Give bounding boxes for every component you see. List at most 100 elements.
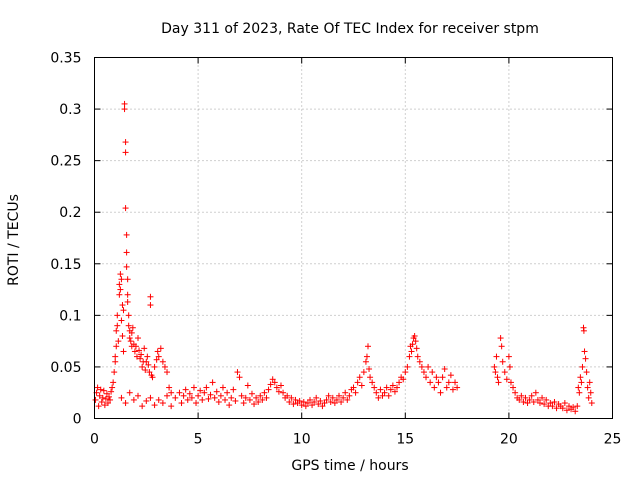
data-point xyxy=(563,407,570,414)
data-point xyxy=(130,396,137,403)
data-point xyxy=(267,381,274,388)
data-point xyxy=(109,384,116,391)
data-point xyxy=(182,386,189,393)
data-point xyxy=(409,341,416,348)
data-point xyxy=(286,398,293,405)
data-point xyxy=(350,384,357,391)
data-point xyxy=(280,389,287,396)
data-point xyxy=(151,402,158,409)
data-point xyxy=(366,365,373,372)
data-point xyxy=(269,376,276,383)
data-point xyxy=(116,291,123,298)
data-point xyxy=(259,396,266,403)
y-tick-label: 0.15 xyxy=(50,257,81,273)
data-point xyxy=(495,379,502,386)
data-point xyxy=(362,358,369,365)
data-point xyxy=(240,400,247,407)
data-point xyxy=(103,390,110,397)
data-point xyxy=(133,353,140,360)
data-point xyxy=(184,396,191,403)
data-point xyxy=(536,400,543,407)
data-point xyxy=(507,379,514,386)
data-point xyxy=(530,398,537,405)
data-point xyxy=(572,408,579,415)
data-point xyxy=(524,400,531,407)
data-point xyxy=(141,345,148,352)
data-point xyxy=(585,394,592,401)
data-point xyxy=(528,392,535,399)
data-point xyxy=(292,396,299,403)
data-point xyxy=(137,355,144,362)
data-point xyxy=(429,369,436,376)
data-point xyxy=(224,389,231,396)
data-point xyxy=(449,386,456,393)
data-point xyxy=(583,369,590,376)
data-point xyxy=(420,369,427,376)
data-point xyxy=(190,384,197,391)
data-point xyxy=(587,389,594,396)
data-point xyxy=(97,386,104,393)
data-point xyxy=(199,396,206,403)
plot-frame xyxy=(94,57,613,419)
data-point xyxy=(123,263,130,270)
data-point xyxy=(122,400,129,407)
data-point xyxy=(323,396,330,403)
data-point xyxy=(588,400,595,407)
data-point xyxy=(576,389,583,396)
data-point xyxy=(145,361,152,368)
data-point xyxy=(176,389,183,396)
data-point xyxy=(188,394,195,401)
data-point xyxy=(146,369,153,376)
data-point xyxy=(117,286,124,293)
data-point xyxy=(575,384,582,391)
y-tick-label: 0.35 xyxy=(50,51,81,67)
data-point xyxy=(126,335,133,342)
data-point xyxy=(427,379,434,386)
data-point xyxy=(559,405,566,412)
data-point xyxy=(251,401,258,408)
data-point xyxy=(437,389,444,396)
data-point xyxy=(164,369,171,376)
data-point xyxy=(180,392,187,399)
data-point xyxy=(166,384,173,391)
data-point xyxy=(155,353,162,360)
data-point xyxy=(135,392,142,399)
data-point xyxy=(211,394,218,401)
data-point xyxy=(389,382,396,389)
data-point xyxy=(118,394,125,401)
data-point xyxy=(501,369,508,376)
data-point xyxy=(123,249,130,256)
data-point xyxy=(526,396,533,403)
data-point xyxy=(439,374,446,381)
data-point xyxy=(375,394,382,401)
data-point xyxy=(580,327,587,334)
chart-title: Day 311 of 2023, Rate Of TEC Index for r… xyxy=(161,21,539,37)
data-point xyxy=(373,389,380,396)
data-point xyxy=(209,379,216,386)
data-point xyxy=(117,271,124,278)
y-tick-labels: 0 0.05 0.1 0.15 0.2 0.25 0.3 0.35 xyxy=(50,51,81,428)
data-point xyxy=(122,139,129,146)
data-point xyxy=(207,391,214,398)
data-point xyxy=(205,395,212,402)
data-point xyxy=(445,379,452,386)
data-point xyxy=(346,392,353,399)
data-point xyxy=(136,347,143,354)
data-point xyxy=(298,402,305,409)
data-point xyxy=(111,369,118,376)
y-axis-label: ROTI / TECUs xyxy=(6,194,22,286)
data-point xyxy=(431,384,438,391)
data-point xyxy=(510,384,517,391)
data-point xyxy=(164,392,171,399)
data-point xyxy=(570,404,577,411)
data-point xyxy=(124,276,131,283)
data-point xyxy=(124,298,131,305)
data-point xyxy=(115,338,122,345)
data-point xyxy=(497,335,504,342)
data-point xyxy=(354,379,361,386)
data-point xyxy=(338,398,345,405)
data-point xyxy=(317,397,324,404)
data-point xyxy=(404,363,411,370)
x-axis-label: GPS time / hours xyxy=(291,458,408,474)
data-point xyxy=(108,388,115,395)
